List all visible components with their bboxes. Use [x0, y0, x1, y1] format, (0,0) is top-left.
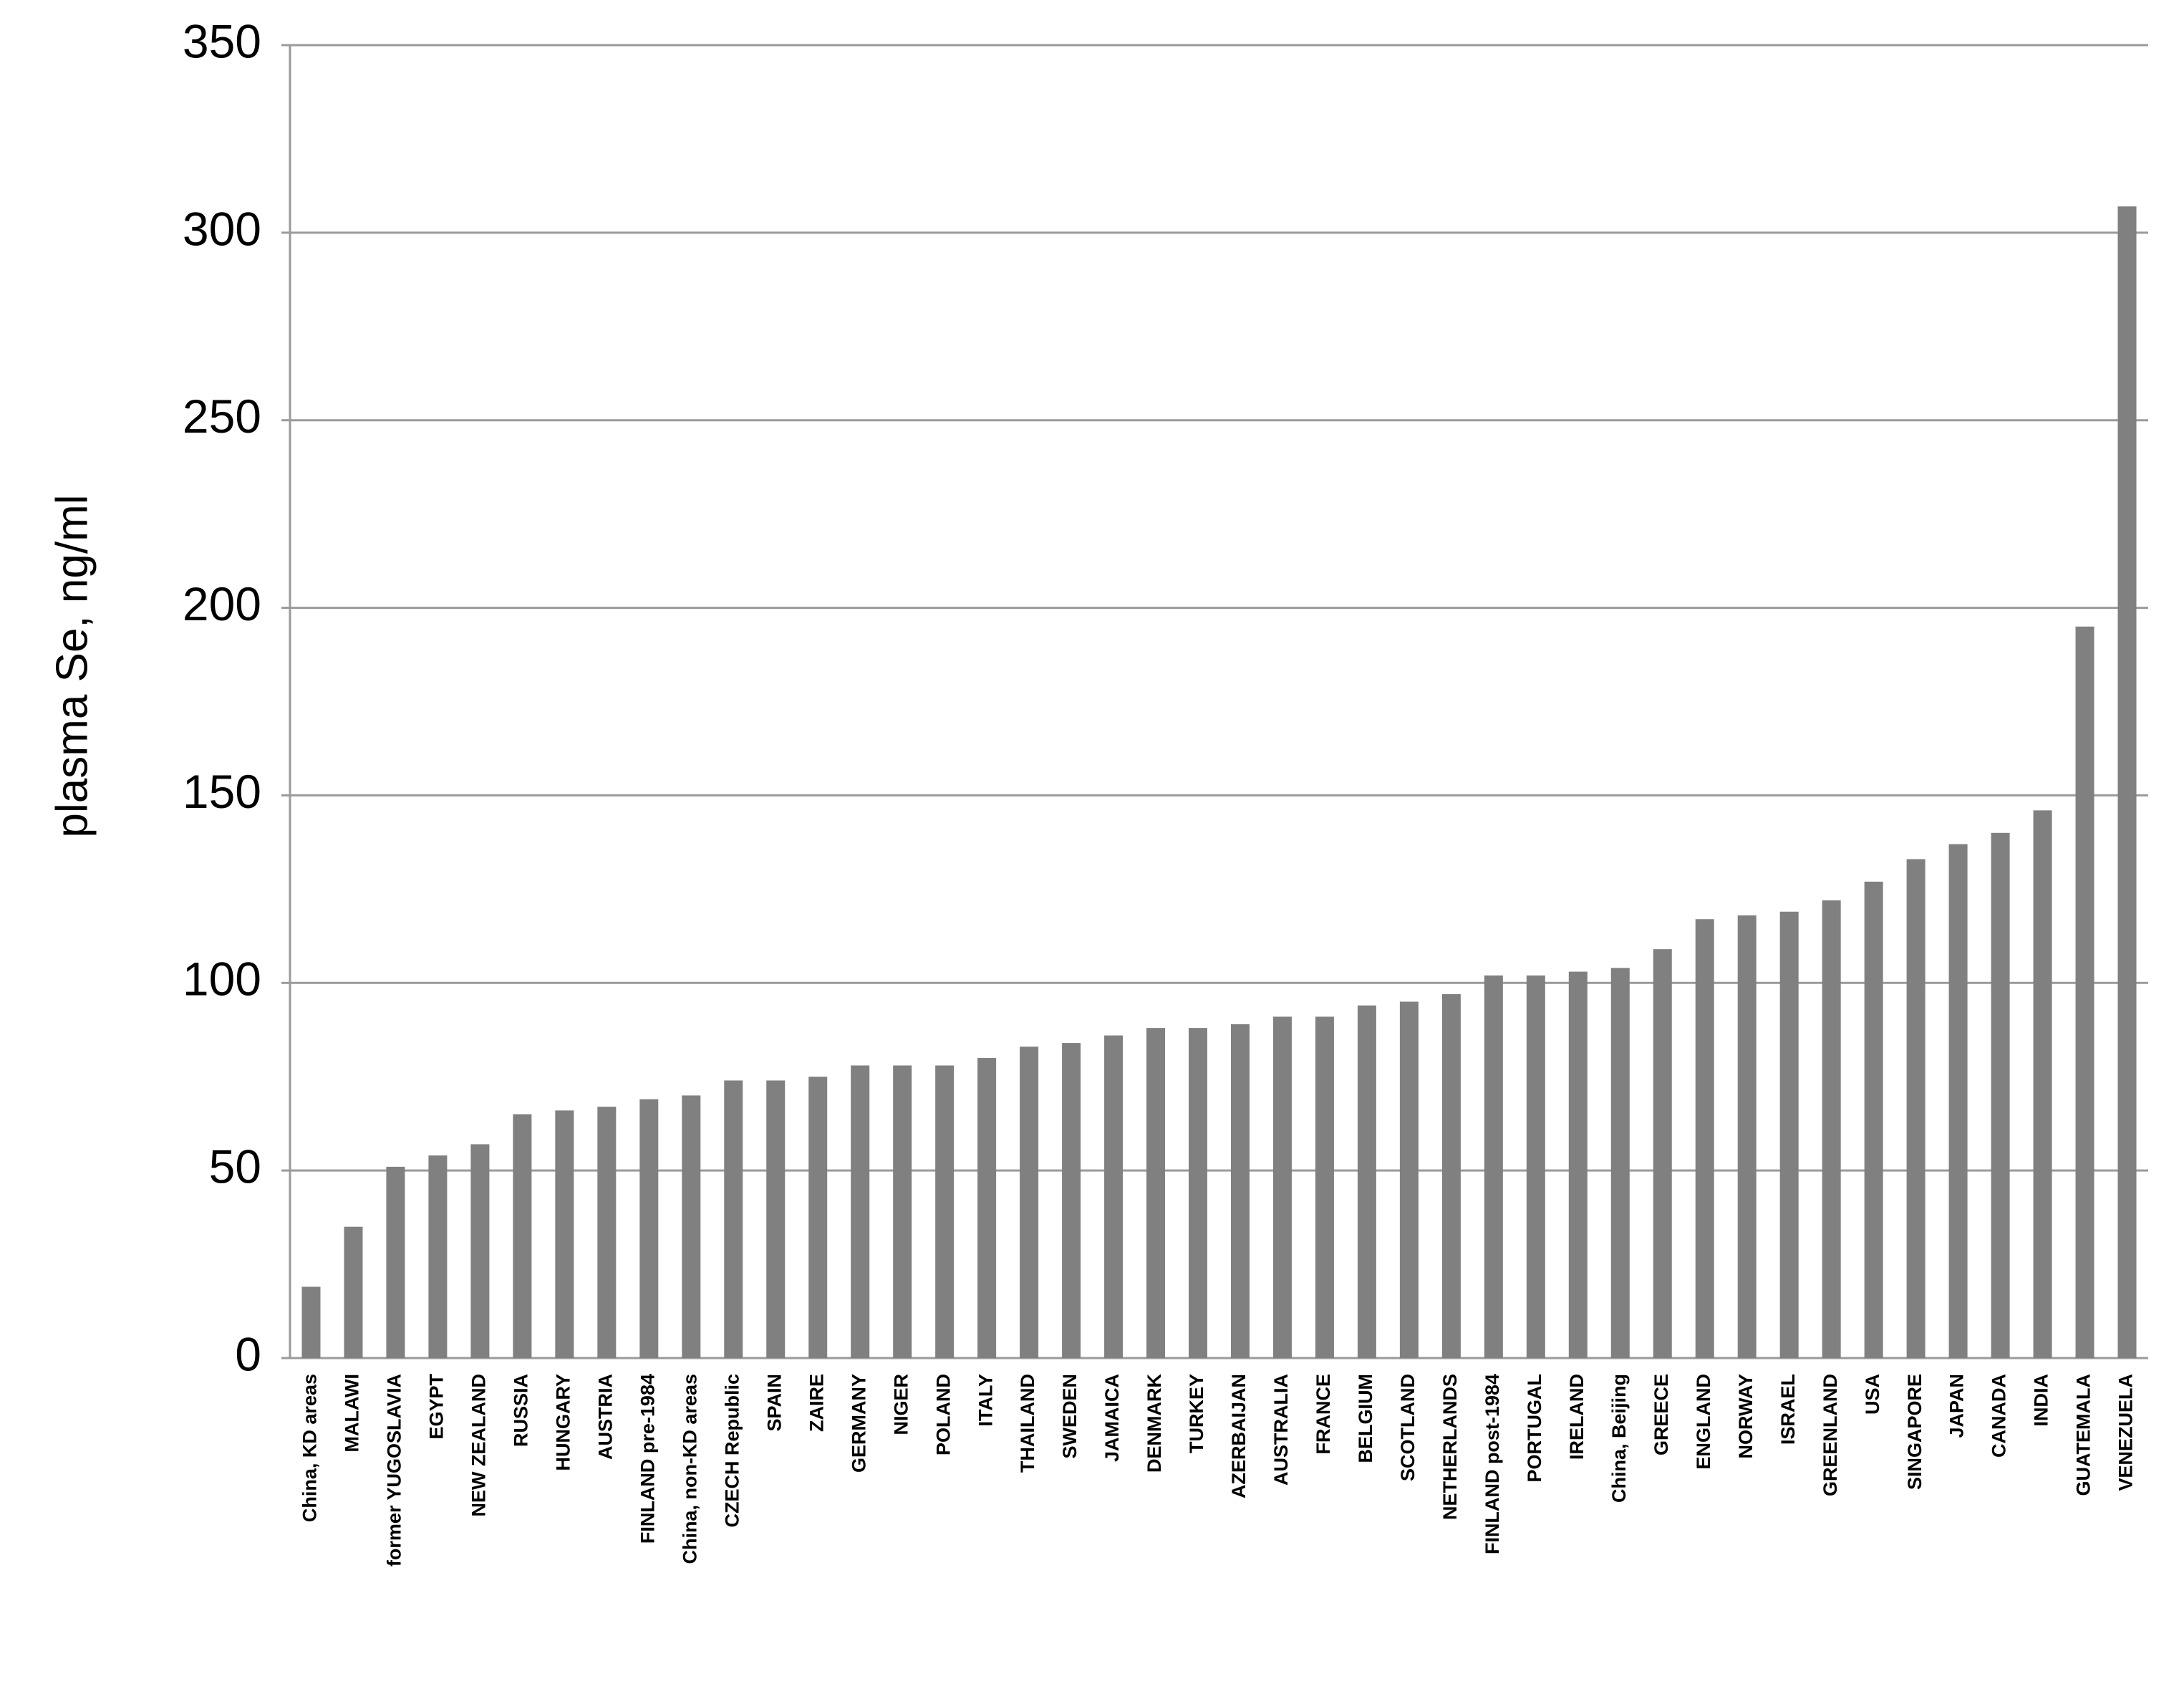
x-tick-label: CZECH Republic — [721, 1374, 743, 1528]
x-tick-label: FINLAND pre-1984 — [637, 1374, 658, 1544]
bar — [639, 1099, 659, 1358]
bar — [682, 1095, 701, 1358]
y-tick-label: 0 — [235, 1327, 261, 1380]
x-tick-label: former YUGOSLAVIA — [384, 1374, 405, 1566]
x-tick-label: CANADA — [1989, 1374, 2010, 1458]
x-tick-label: FINLAND post-1984 — [1482, 1374, 1503, 1554]
bar — [1399, 1001, 1419, 1358]
x-tick-label: GREECE — [1651, 1374, 1672, 1455]
bar — [428, 1155, 448, 1358]
x-tick-label: China, non-KD areas — [679, 1374, 700, 1564]
x-tick-label: ITALY — [975, 1374, 996, 1427]
x-tick-label: SWEDEN — [1059, 1374, 1081, 1459]
bar — [386, 1166, 405, 1358]
x-tick-label: NIGER — [890, 1374, 912, 1435]
bar — [1864, 881, 1883, 1358]
bar — [513, 1114, 532, 1358]
x-tick-label: SCOTLAND — [1397, 1374, 1419, 1481]
x-tick-label: POLAND — [932, 1374, 954, 1455]
bar — [1526, 975, 1545, 1358]
x-tick-label: JAMAICA — [1101, 1374, 1123, 1462]
bar — [1020, 1046, 1039, 1358]
x-tick-label: IRELAND — [1566, 1374, 1588, 1460]
bar — [1441, 993, 1461, 1358]
x-tick-label: ZAIRE — [806, 1374, 827, 1432]
bar — [1189, 1028, 1208, 1358]
x-tick-label: NETHERLANDS — [1439, 1374, 1461, 1520]
bar — [1610, 968, 1630, 1358]
x-tick-label: ISRAEL — [1777, 1374, 1799, 1445]
bar — [2117, 206, 2137, 1358]
x-tick-label: SPAIN — [763, 1374, 785, 1432]
y-tick-label: 150 — [183, 765, 261, 818]
x-tick-label: GERMANY — [848, 1374, 869, 1473]
x-tick-label: DENMARK — [1144, 1374, 1165, 1473]
x-tick-label: NEW ZEALAND — [468, 1374, 490, 1516]
y-tick-label: 250 — [183, 390, 261, 443]
x-tick-label: RUSSIA — [511, 1374, 532, 1447]
bar — [724, 1080, 743, 1358]
x-tick-label: GREENLAND — [1820, 1374, 1841, 1496]
bar — [301, 1286, 321, 1358]
x-tick-label: VENEZUELA — [2115, 1374, 2137, 1491]
bar — [1695, 919, 1714, 1358]
y-tick-label: 100 — [183, 953, 261, 1006]
bar — [2075, 626, 2094, 1358]
x-tick-label: JAPAN — [1946, 1374, 1968, 1438]
x-tick-label: AUSTRALIA — [1270, 1374, 1292, 1486]
bar — [597, 1107, 617, 1358]
bar — [935, 1065, 955, 1358]
bar — [1948, 844, 1968, 1358]
bar — [1062, 1043, 1081, 1358]
bar — [893, 1065, 912, 1358]
bar — [977, 1058, 997, 1358]
y-tick-label: 300 — [183, 202, 261, 255]
x-tick-label: China, KD areas — [299, 1374, 321, 1522]
bar — [766, 1080, 786, 1358]
x-tick-label: GUATEMALA — [2073, 1374, 2094, 1496]
x-tick-label: USA — [1862, 1374, 1883, 1415]
bar — [1272, 1016, 1292, 1358]
y-axis-title: plasma Se, ng/ml — [47, 495, 97, 838]
x-tick-label: HUNGARY — [552, 1374, 574, 1471]
bar — [1146, 1028, 1166, 1358]
y-tick-label: 350 — [183, 14, 261, 67]
y-tick-label: 200 — [183, 577, 261, 630]
x-tick-label: NORWAY — [1735, 1374, 1757, 1459]
bar — [1357, 1005, 1376, 1358]
bar — [1230, 1024, 1250, 1358]
x-tick-label: THAILAND — [1017, 1374, 1038, 1473]
bar — [808, 1077, 828, 1358]
x-tick-label: BELGIUM — [1355, 1374, 1376, 1463]
x-tick-label: TURKEY — [1186, 1374, 1207, 1453]
bar — [1737, 915, 1757, 1358]
bar — [1779, 911, 1799, 1358]
x-tick-label: AUSTRIA — [594, 1374, 616, 1460]
bar — [1484, 975, 1503, 1358]
bar — [1991, 832, 2010, 1358]
x-tick-label: SINGAPORE — [1904, 1374, 1926, 1490]
bar — [2033, 810, 2052, 1358]
x-tick-label: MALAWI — [342, 1374, 363, 1452]
bar — [470, 1144, 490, 1358]
bar — [1653, 949, 1672, 1358]
x-tick-label: AZERBAIJAN — [1228, 1374, 1250, 1498]
x-tick-label: ENGLAND — [1693, 1374, 1714, 1470]
bar — [555, 1110, 574, 1358]
bar — [1315, 1016, 1334, 1358]
y-tick-label: 50 — [209, 1140, 261, 1193]
bar — [344, 1226, 363, 1358]
bar — [1568, 971, 1588, 1358]
bar — [1822, 900, 1841, 1358]
bar — [1104, 1035, 1124, 1358]
x-tick-label: EGYPT — [426, 1374, 448, 1440]
bar — [1906, 859, 1926, 1358]
x-tick-label: PORTUGAL — [1524, 1374, 1545, 1483]
x-tick-label: FRANCE — [1313, 1374, 1334, 1455]
bar — [851, 1065, 870, 1358]
x-tick-label: China, Beijing — [1608, 1374, 1630, 1503]
x-tick-label: INDIA — [2031, 1374, 2052, 1427]
